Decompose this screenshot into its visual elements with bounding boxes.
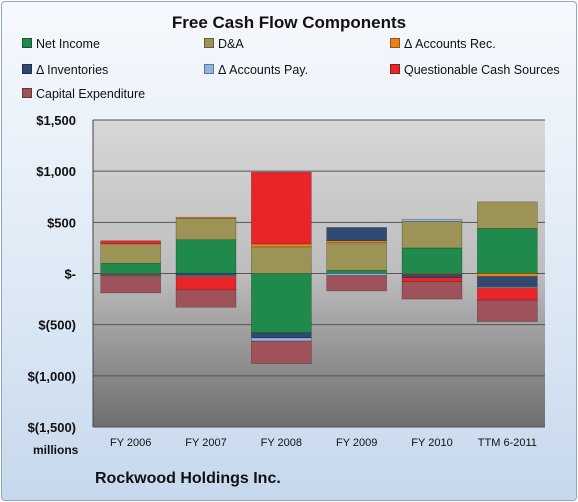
bar-segment	[100, 276, 161, 294]
legend-swatch	[22, 88, 32, 98]
bar-segment	[477, 287, 538, 301]
legend-swatch	[204, 38, 214, 48]
bar-segment	[326, 242, 387, 271]
chart-title: Free Cash Flow Components	[171, 13, 407, 32]
legend-item: Δ Inventories	[22, 63, 108, 77]
bar-segment	[477, 228, 538, 274]
bar-segment	[326, 275, 387, 292]
bar-segment	[175, 217, 237, 241]
bar-segment	[326, 227, 387, 242]
legend-label: Capital Expenditure	[36, 87, 146, 101]
legend-item: Questionable Cash Sources	[390, 63, 560, 77]
bar-segment	[251, 171, 312, 245]
legend-swatch	[204, 64, 214, 74]
bar-segment	[175, 276, 237, 291]
bar-segment	[326, 273, 387, 276]
y-tick-label: $1,000	[36, 164, 76, 179]
legend-swatch	[22, 64, 32, 74]
y-tick-label: $(1,500)	[28, 420, 76, 435]
y-tick-label: $500	[47, 215, 76, 230]
x-tick-label: FY 2008	[261, 437, 302, 449]
legend-swatch	[390, 38, 400, 48]
bar-segment	[100, 262, 161, 274]
bar-segment	[477, 276, 538, 288]
bar-segment	[251, 340, 312, 364]
bar-segment	[251, 337, 312, 342]
bar-segment	[100, 240, 161, 245]
y-tick-label: $-	[64, 267, 76, 282]
bar-segment	[401, 218, 463, 222]
legend-label: Net Income	[36, 37, 100, 51]
legend-item: Capital Expenditure	[22, 87, 145, 101]
bar-segment	[251, 246, 312, 274]
bar-segment	[477, 299, 538, 322]
bar-segment	[175, 273, 237, 276]
legend-label: Δ Inventories	[36, 63, 109, 77]
x-tick-label: FY 2006	[110, 437, 151, 449]
y-tick-label: $(500)	[38, 318, 76, 333]
x-tick-label: FY 2007	[185, 437, 226, 449]
bar-segment	[401, 221, 463, 249]
bar-segment	[251, 243, 312, 248]
legend-swatch	[390, 64, 400, 74]
bar-segment	[401, 277, 463, 282]
bar-segment	[251, 273, 312, 334]
legend-item: D&A	[204, 37, 244, 51]
bar-segment	[175, 216, 237, 219]
legend-item: Δ Accounts Rec.	[390, 37, 496, 51]
legend-label: Δ Accounts Rec.	[404, 37, 496, 51]
x-tick-label: TTM 6-2011	[478, 437, 537, 449]
legend-label: Δ Accounts Pay.	[218, 63, 309, 77]
legend-label: Questionable Cash Sources	[404, 63, 560, 77]
legend-item: Net Income	[22, 37, 100, 51]
legend-label: D&A	[218, 37, 244, 51]
bar-segment	[175, 239, 237, 274]
bar-segment	[401, 281, 463, 300]
bar-segment	[100, 243, 161, 264]
bar-segment	[401, 274, 463, 278]
bar-segment	[326, 270, 387, 274]
x-tick-label: FY 2009	[336, 437, 377, 449]
unit-label: millions	[33, 443, 79, 457]
y-tick-label: $1,500	[36, 113, 76, 128]
bar-segment	[477, 273, 538, 277]
bar-segment	[477, 201, 538, 229]
legend-swatch	[22, 38, 32, 48]
bar-segment	[175, 289, 237, 308]
bar-segment	[401, 247, 463, 274]
bar-segment	[326, 240, 387, 244]
x-tick-label: FY 2010	[411, 437, 452, 449]
company-name: Rockwood Holdings Inc.	[95, 470, 281, 487]
legend-item: Δ Accounts Pay.	[204, 63, 308, 77]
bar-segment	[251, 332, 312, 339]
y-tick-label: $(1,000)	[28, 369, 76, 384]
